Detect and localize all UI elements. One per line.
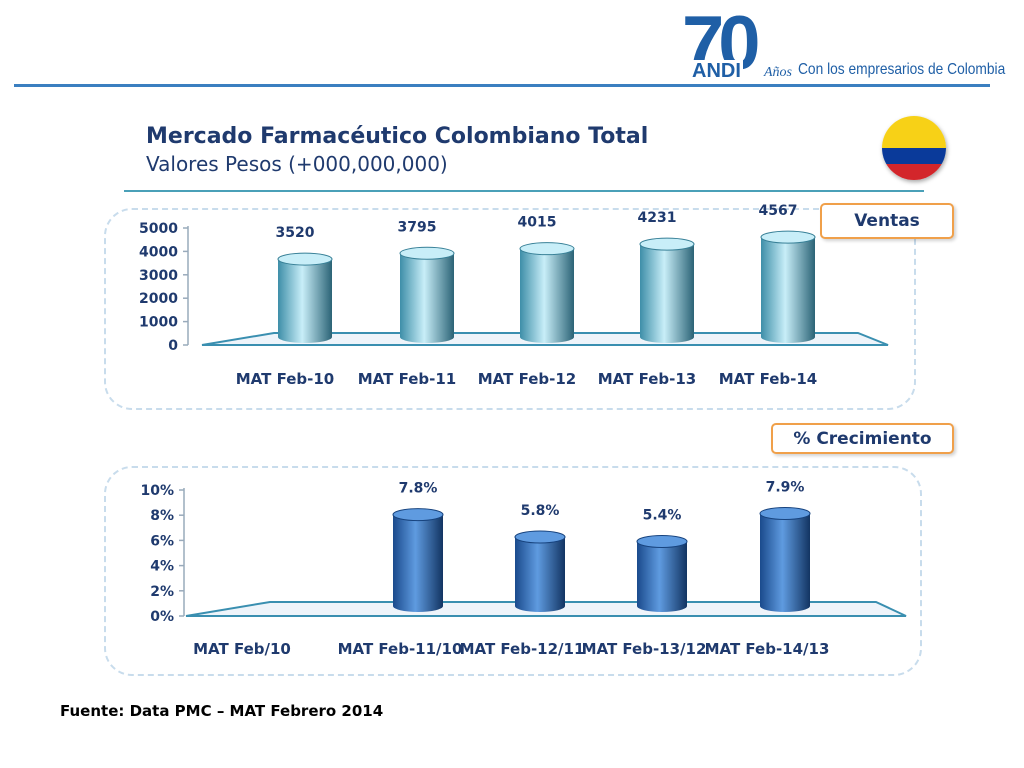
chart-0-bar-top [277,252,333,266]
chart-0-data-label: 3795 [398,219,437,235]
chart-0-category-label: MAT Feb-12 [478,370,576,388]
logo-brand: ANDI [690,60,743,83]
chart-1-y-tick-label: 4% [150,559,174,575]
crecimiento-label: % Crecimiento [771,423,954,454]
ventas-panel [104,208,916,410]
title-divider [124,190,924,192]
chart-0-y-tick-label: 5000 [139,221,178,237]
chart-1-category-label: MAT Feb-14/13 [705,640,830,658]
chart-0-data-label: 4567 [759,203,798,219]
chart-1-bar-top [514,530,566,544]
flag-stripe-blue [882,148,946,164]
chart-0-bar [278,259,332,343]
chart-0-bar-top [760,230,816,244]
source-note: Fuente: Data PMC – MAT Febrero 2014 [60,702,384,720]
andi-logo: 70 ANDI Años Con los empresarios de Colo… [680,1,1010,88]
page-title: Mercado Farmacéutico Colombiano Total [146,124,649,149]
crecimiento-panel [104,466,922,676]
chart-0-bar-top [639,237,695,251]
chart-0-bar [520,248,574,343]
page-subtitle: Valores Pesos (+000,000,000) [146,152,448,176]
chart-1-data-label: 7.9% [766,480,805,496]
logo-tagline: Con los empresarios de Colombia [798,61,1006,78]
chart-1-y-tick-label: 10% [140,483,174,499]
chart-1-data-label: 5.4% [643,508,682,524]
chart-1-category-label: MAT Feb-13/12 [582,640,707,658]
chart-1-y-tick-label: 0% [150,609,174,625]
chart-0-category-label: MAT Feb-14 [719,370,817,388]
chart-1-bar [515,537,565,612]
chart-1-bar-top [759,507,811,521]
chart-1-data-label: 7.8% [399,481,438,497]
ventas-label: Ventas [820,203,954,239]
header-divider [14,84,990,87]
chart-1-bar [637,541,687,612]
chart-0-y-tick-label: 0 [168,338,178,354]
chart-1-y-tick-label: 8% [150,508,174,524]
chart-1-bar-top [636,535,688,549]
chart-1-category-label: MAT Feb-12/11 [460,640,585,658]
chart-0-bar [761,237,815,343]
chart-0-data-label: 4015 [518,215,557,231]
chart-1-y-tick-label: 2% [150,584,174,600]
chart-1-data-label: 5.8% [521,503,560,519]
chart-0-bar [400,253,454,343]
chart-1-category-label: MAT Feb-11/10 [338,640,463,658]
chart-0-bar [640,244,694,343]
chart-0-y-tick-label: 3000 [139,268,178,284]
chart-1-bar-top [392,508,444,522]
chart-1-category-label: MAT Feb/10 [193,640,291,658]
chart-0-category-label: MAT Feb-13 [598,370,696,388]
chart-0-category-label: MAT Feb-10 [236,370,334,388]
chart-0-y-tick-label: 2000 [139,291,178,307]
chart-0-data-label: 3520 [276,225,315,241]
chart-1-bar [760,513,810,612]
chart-0-bar-top [519,242,575,256]
logo-anos: Años [764,65,792,80]
chart-1-bar [393,514,443,612]
chart-1-y-tick-label: 6% [150,533,174,549]
chart-0-bar-top [399,246,455,260]
chart-0-y-tick-label: 1000 [139,315,178,331]
chart-0-category-label: MAT Feb-11 [358,370,456,388]
chart-0-data-label: 4231 [638,210,677,226]
chart-0-y-tick-label: 4000 [139,244,178,260]
